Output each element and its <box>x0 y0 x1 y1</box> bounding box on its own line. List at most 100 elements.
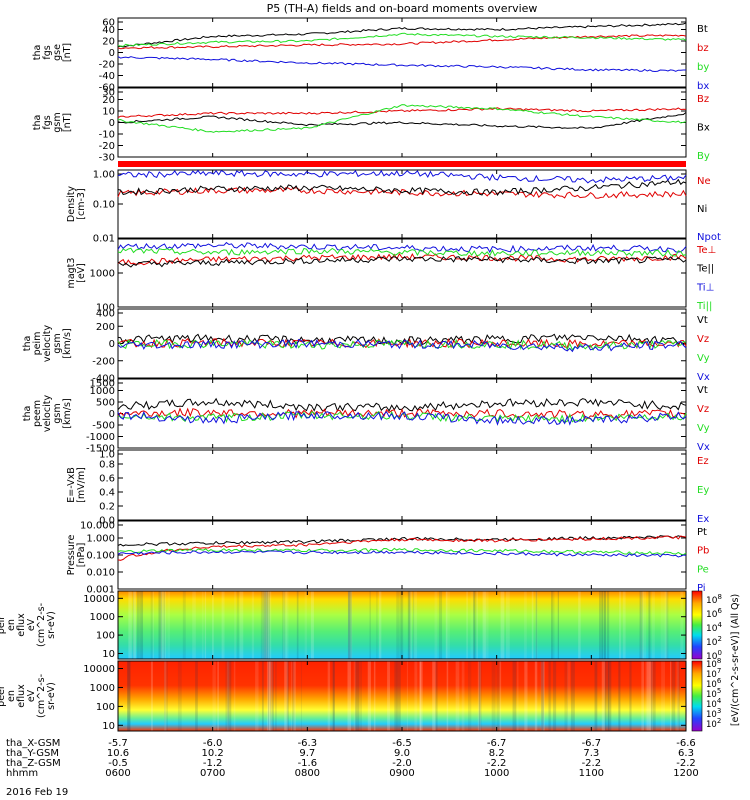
legend-entry: Vt <box>697 385 708 396</box>
y-tick-label: 0.0 <box>99 516 115 527</box>
heatmap-streak <box>564 661 568 731</box>
heatmap-streak <box>604 661 607 731</box>
heatmap-streak <box>262 591 266 659</box>
heatmap-streak <box>268 591 272 659</box>
time-axis-value: 1200 <box>673 768 698 779</box>
heatmap-streak <box>641 661 645 731</box>
legend-entry: Vz <box>697 404 709 415</box>
heatmap-streak <box>641 591 644 659</box>
heatmap-streak <box>255 661 259 731</box>
heatmap-streak <box>201 591 204 659</box>
legend-entry: Vz <box>697 334 709 345</box>
heatmap-streak <box>378 591 382 659</box>
y-label-line: [km/s] <box>62 398 73 428</box>
y-label-line: peem <box>32 400 43 427</box>
y-tick-label: 20 <box>102 95 115 106</box>
heatmap-streak <box>353 661 356 731</box>
y-tick-label: -400 <box>92 374 115 385</box>
series-line-Bz <box>117 107 687 119</box>
heatmap-fill-8 <box>118 591 686 659</box>
heatmap-streak <box>251 591 255 659</box>
y-label-line: eV <box>26 689 37 702</box>
status-bar <box>118 161 686 167</box>
y-tick-label: -30 <box>99 153 115 164</box>
heatmap-streak <box>438 591 443 659</box>
legend-entry: Ni <box>697 204 707 215</box>
heatmap-streak <box>234 591 236 659</box>
legend-entry: Bt <box>697 24 708 35</box>
heatmap-streak <box>150 591 153 659</box>
heatmap-streak <box>285 591 289 659</box>
y-axis-label-4: tha peim velocity gsm [km/s] <box>22 325 73 363</box>
quality-flag-bar <box>118 161 686 167</box>
heatmap-streak <box>534 661 538 731</box>
y-tick-label: 1.000 <box>86 534 115 545</box>
time-axis-value: -0.5 <box>108 758 128 769</box>
figure-title: P5 (TH-A) fields and on-board moments ov… <box>267 2 538 15</box>
legend-entry: Ez <box>697 456 709 467</box>
time-axis-value: 0700 <box>200 768 225 779</box>
panel-3: 1000 100 magt3 [eV] Te⊥ Te|| Ti⊥ Ti|| <box>66 238 716 314</box>
y-tick-label: 0.100 <box>86 551 115 562</box>
heatmap-streak <box>167 591 171 659</box>
time-axis-value: 9.7 <box>299 748 315 759</box>
heatmap-streak <box>407 591 411 659</box>
heatmap-streak <box>680 591 684 659</box>
heatmap-streak <box>264 591 268 659</box>
y-label-line: (cm^2-s- <box>36 674 47 718</box>
y-label-line: gsm <box>52 403 63 423</box>
time-axis-value: -5.7 <box>108 738 128 749</box>
y-label-line: eV <box>26 618 37 631</box>
legend-entry: By <box>697 151 710 162</box>
time-axis-value: -2.2 <box>582 758 602 769</box>
legend-entry: bz <box>697 43 709 54</box>
y-tick-label: 100 <box>96 303 115 314</box>
series-line-Ni <box>117 178 687 196</box>
heatmap-streak <box>267 661 272 731</box>
heatmap-streak <box>408 591 411 659</box>
legend-entry: Pi <box>697 583 706 594</box>
series-line-Pt <box>117 535 687 547</box>
heatmap-streak <box>192 591 196 659</box>
heatmap-streak <box>607 661 612 731</box>
heatmap-streak <box>557 591 559 659</box>
heatmap-streak <box>271 661 274 731</box>
time-axis-value: -2.2 <box>676 758 696 769</box>
y-label-line: tha <box>32 45 43 61</box>
y-tick-label: 1000 <box>90 386 115 397</box>
heatmap-streak <box>182 591 186 659</box>
heatmap-streak <box>296 591 299 659</box>
time-axis-row-label: tha_Z-GSM <box>6 758 61 769</box>
heatmap-streak <box>331 661 335 731</box>
y-tick-label: -60 <box>99 83 115 94</box>
heatmap-streak <box>136 591 140 659</box>
legend-entry: Pt <box>697 527 707 538</box>
heatmap-streak <box>150 661 153 731</box>
y-tick-label: 0.2 <box>99 502 115 513</box>
heatmap-streak <box>535 591 538 659</box>
heatmap-streak <box>524 661 528 731</box>
heatmap-streak <box>670 661 672 731</box>
series-line-Te⊥ <box>117 252 687 266</box>
y-tick-label: 0.8 <box>99 460 115 471</box>
heatmap-streak <box>647 661 651 731</box>
legend-entry: Pe <box>697 564 709 575</box>
time-axis-value: 8.2 <box>489 748 505 759</box>
heatmap-streak <box>204 591 207 659</box>
y-tick-label: -10 <box>99 130 115 141</box>
heatmap-streak <box>651 661 653 731</box>
heatmap-streak <box>163 591 165 659</box>
time-axis-value: -6.3 <box>298 738 318 749</box>
legend-entry: Te|| <box>696 264 714 275</box>
heatmap-streak <box>355 661 359 731</box>
panel-4: 400 200 0 -200 -400 tha peim velocity gsm [km/s] V… <box>22 308 710 385</box>
legend-entry: Bx <box>697 123 710 134</box>
y-label-line: [eV] <box>76 263 87 283</box>
heatmap-streak <box>163 661 167 731</box>
heatmap-streak <box>348 591 353 659</box>
y-axis-label-6: E=-VxB [mV/m] <box>66 467 87 503</box>
legend-entry: bx <box>697 81 709 92</box>
panel-6: 1.00.8 0.6 0.4 0.2 0.0 E=-VxB [mV/m] Ez Ey Ex <box>66 449 709 527</box>
y-tick-label: 0.01 <box>93 234 115 245</box>
